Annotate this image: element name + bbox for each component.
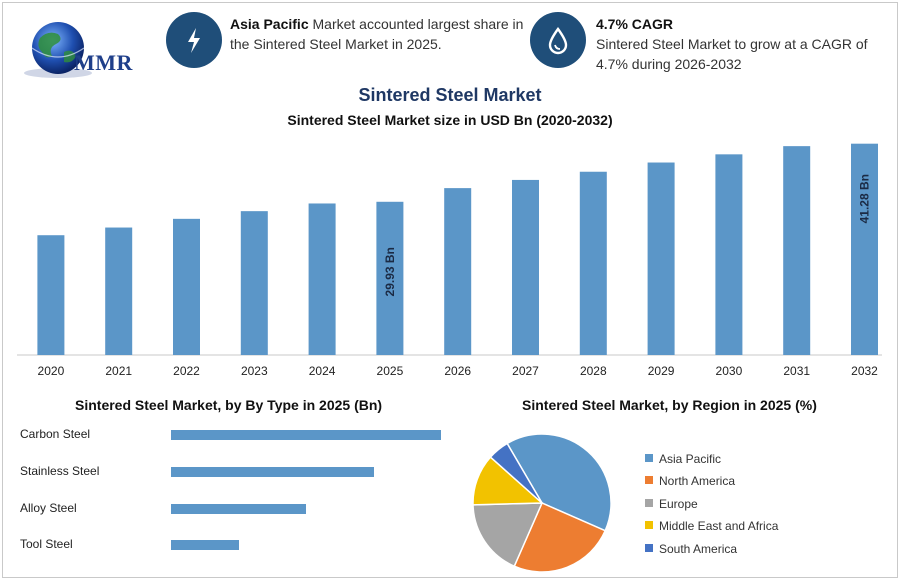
bar-2025 xyxy=(376,201,404,355)
x-tick-label: 2022 xyxy=(173,364,200,378)
type-label: Carbon Steel xyxy=(20,427,91,441)
chart-subtitle: Sintered Steel Market size in USD Bn (20… xyxy=(287,112,613,128)
x-tick-label: 2028 xyxy=(580,364,607,378)
bar-2026 xyxy=(444,188,472,355)
region-bold: Asia Pacific xyxy=(230,16,309,32)
x-tick-label: 2024 xyxy=(309,364,336,378)
bar-2028 xyxy=(579,171,607,355)
x-tick-label: 2023 xyxy=(241,364,268,378)
legend-label: Europe xyxy=(659,497,698,511)
x-tick-label: 2031 xyxy=(783,364,810,378)
drop-icon xyxy=(548,26,568,55)
legend-swatch xyxy=(645,476,653,484)
lightning-icon xyxy=(188,28,200,53)
legend-item: Asia Pacific xyxy=(645,452,721,466)
cagr-text: Sintered Steel Market to grow at a CAGR … xyxy=(596,36,868,72)
growth-icon-badge xyxy=(530,12,586,68)
lightning-icon-badge xyxy=(166,12,222,68)
type-bar xyxy=(171,467,374,477)
x-tick-label: 2027 xyxy=(512,364,539,378)
x-tick-label: 2030 xyxy=(716,364,743,378)
pie-slice xyxy=(513,502,607,573)
legend-swatch xyxy=(645,544,653,552)
legend-item: Europe xyxy=(645,497,698,511)
type-chart-title: Sintered Steel Market, by By Type in 202… xyxy=(75,397,383,413)
region-info: Asia Pacific Market accounted largest sh… xyxy=(230,14,525,54)
bar-2021 xyxy=(105,227,133,355)
type-label: Tool Steel xyxy=(20,537,73,551)
type-bar xyxy=(171,504,306,514)
legend-label: Middle East and Africa xyxy=(659,519,779,533)
data-label-2032: 41.28 Bn xyxy=(858,174,872,223)
bar-2020 xyxy=(37,235,65,355)
logo-text: MMR xyxy=(74,50,133,75)
pie-slice xyxy=(506,433,612,532)
pie-slice xyxy=(489,442,543,504)
type-label: Alloy Steel xyxy=(20,501,77,515)
bar-2024 xyxy=(308,203,336,355)
legend-swatch xyxy=(645,521,653,529)
x-tick-label: 2026 xyxy=(444,364,471,378)
bar-2032 xyxy=(851,143,878,355)
legend-swatch xyxy=(645,499,653,507)
cagr-info: 4.7% CAGR Sintered Steel Market to grow … xyxy=(596,14,886,74)
bar-2029 xyxy=(647,162,675,355)
x-tick-label: 2020 xyxy=(38,364,65,378)
legend-label: South America xyxy=(659,542,738,556)
legend-item: North America xyxy=(645,474,735,488)
x-tick-label: 2029 xyxy=(648,364,675,378)
type-bar xyxy=(171,430,441,440)
mmr-logo xyxy=(18,18,138,78)
market-size-bar-chart: 2020 2021 2022 2023 2024 2025 29.93 Bn 2026 2027… xyxy=(17,143,882,378)
cagr-title: 4.7% CAGR xyxy=(596,16,674,32)
globe-icon xyxy=(24,22,92,78)
page-title: Sintered Steel Market xyxy=(358,85,542,105)
legend-swatch xyxy=(645,454,653,462)
region-text: Market accounted largest share in the Si… xyxy=(230,16,524,52)
legend-item: South America xyxy=(645,542,737,556)
data-label-2025: 29.93 Bn xyxy=(383,247,397,296)
legend-item: Middle East and Africa xyxy=(645,519,778,533)
legend-label: Asia Pacific xyxy=(659,452,722,466)
bar-2023 xyxy=(240,211,268,355)
x-tick-label: 2025 xyxy=(377,364,404,378)
legend-label: North America xyxy=(659,474,736,488)
bar-2027 xyxy=(512,179,539,355)
region-pie-chart xyxy=(472,433,612,573)
type-bar xyxy=(171,540,239,550)
pie-slice xyxy=(472,502,544,568)
x-tick-label: 2021 xyxy=(105,364,132,378)
region-chart-title: Sintered Steel Market, by Region in 2025… xyxy=(522,397,817,413)
type-label: Stainless Steel xyxy=(20,464,100,478)
x-tick-label: 2032 xyxy=(851,364,878,378)
bar-2022 xyxy=(173,218,200,355)
bar-2031 xyxy=(783,146,811,355)
bar-2030 xyxy=(715,154,743,355)
